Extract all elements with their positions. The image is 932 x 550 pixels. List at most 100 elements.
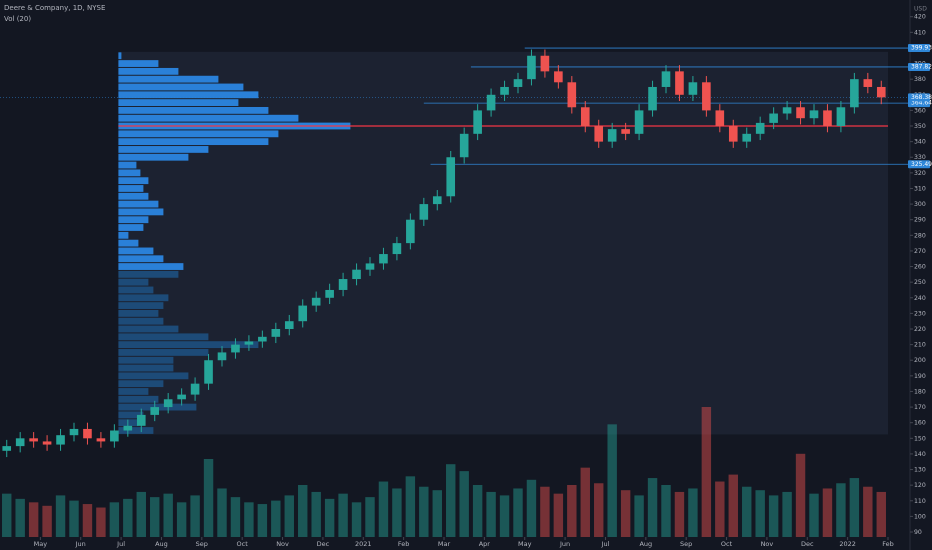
candle-body (298, 305, 308, 322)
volume-bar (446, 464, 456, 537)
y-tick-label: 190 (914, 373, 926, 380)
volume-bar (42, 505, 52, 537)
volume-bar (715, 481, 725, 537)
volume-bar (15, 498, 25, 537)
candle-body (755, 122, 765, 134)
candle-body (876, 86, 886, 98)
volume-bar (499, 495, 510, 537)
profile-row (118, 169, 141, 177)
y-tick-label: 240 (914, 295, 926, 302)
y-tick-label: 280 (914, 232, 926, 239)
volume-bar (123, 498, 133, 537)
candle-body (29, 438, 38, 442)
x-tick-label: Jul (116, 540, 125, 548)
candle-body (648, 86, 657, 111)
candle-body (796, 107, 805, 119)
volume-bar (378, 481, 389, 537)
x-tick-label: Nov (761, 540, 774, 548)
volume-bar (728, 474, 738, 537)
y-tick-label: 410 (914, 29, 926, 36)
candle-body (56, 435, 65, 445)
profile-row (118, 106, 269, 114)
x-tick-label: Nov (276, 540, 289, 548)
candle-body (728, 126, 738, 142)
volume-bar (795, 453, 806, 537)
volume-bar (28, 502, 39, 537)
x-tick-label: Jun (75, 540, 86, 548)
y-tick-label: 250 (914, 279, 926, 286)
candle-body (204, 360, 213, 384)
volume-bar (432, 490, 442, 537)
volume-bar (298, 485, 308, 537)
profile-row (118, 349, 209, 356)
currency: USD (914, 6, 927, 13)
volume-bar (863, 486, 873, 537)
candle-body (325, 289, 334, 298)
candle-body (352, 269, 361, 280)
profile-row (118, 309, 159, 317)
y-tick-label: 380 (914, 76, 926, 83)
y-tick-label: 420 (914, 14, 926, 21)
volume-bar (701, 407, 712, 537)
candle-body (513, 79, 523, 87)
candle-body (432, 196, 442, 205)
volume-bar (822, 488, 833, 537)
volume-bar (163, 493, 173, 537)
y-tick-label: 330 (914, 154, 926, 161)
y-tick-label: 180 (914, 388, 926, 395)
level-label: 399.93 (911, 45, 932, 52)
x-tick-label: Oct (721, 540, 733, 548)
volume-bar (580, 467, 590, 537)
x-tick-label: 2021 (355, 540, 372, 548)
candle-body (284, 321, 294, 330)
candle-body (634, 110, 644, 134)
level-box (908, 62, 930, 71)
volume-bar (620, 490, 631, 537)
profile-row (118, 153, 189, 161)
x-tick-label: Apr (479, 540, 491, 548)
volume-bar (594, 483, 604, 537)
profile-row (118, 356, 174, 364)
x-tick-label: Feb (882, 540, 894, 548)
profile-row (118, 67, 179, 75)
y-tick-label: 320 (914, 170, 926, 177)
candle-body (150, 407, 160, 415)
volume-bar (486, 491, 496, 537)
profile-row (118, 333, 209, 341)
candle-body (850, 79, 859, 108)
volume-bar (217, 488, 227, 537)
volume-bar (782, 491, 792, 537)
candle-body (473, 110, 482, 134)
volume-bar (526, 479, 537, 537)
candle-body (594, 126, 604, 142)
profile-row (118, 146, 209, 153)
profile-row (118, 263, 184, 270)
candle-body (688, 82, 698, 95)
candle-body (338, 279, 348, 290)
profile-row (118, 317, 164, 325)
profile-row (118, 278, 149, 286)
candle-body (136, 414, 146, 426)
volume-bar (82, 504, 93, 537)
y-tick-label: 130 (914, 467, 926, 474)
profile-row (118, 185, 144, 192)
candle-body (567, 82, 577, 108)
profile-row (118, 224, 144, 231)
x-tick-label: May (518, 540, 532, 548)
volume-bar (742, 486, 752, 537)
candle-body (190, 383, 200, 395)
profile-row (118, 364, 174, 372)
candle-body (715, 110, 725, 127)
volume-bar (419, 486, 429, 537)
candle-body (177, 394, 186, 400)
candle-body (244, 341, 254, 345)
volume-bar (809, 493, 819, 537)
candle-body (459, 133, 469, 158)
profile-row (118, 380, 164, 388)
candle-body (2, 446, 12, 451)
volume-bar (55, 495, 66, 537)
candle-body (15, 438, 25, 447)
volume-bar (351, 502, 362, 537)
x-tick-label: Mar (438, 540, 451, 548)
profile-row (118, 302, 164, 309)
